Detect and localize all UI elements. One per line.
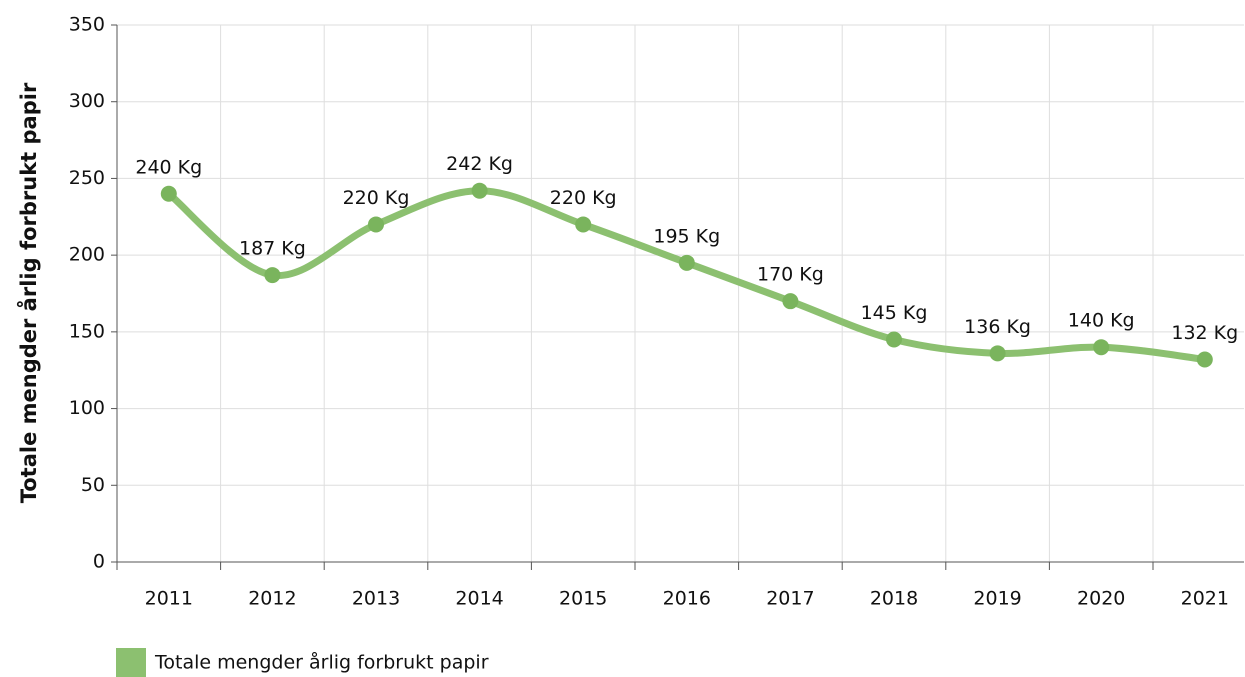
- data-label: 195 Kg: [653, 225, 720, 247]
- data-label: 136 Kg: [964, 316, 1031, 338]
- x-tick-label: 2013: [352, 588, 400, 610]
- data-label: 242 Kg: [446, 153, 513, 175]
- data-point: [782, 293, 799, 310]
- y-tick-label: 50: [81, 474, 105, 496]
- x-tick-label: 2015: [559, 588, 607, 610]
- data-point: [160, 185, 177, 202]
- data-label: 140 Kg: [1068, 310, 1135, 332]
- x-tick-label: 2017: [766, 588, 814, 610]
- y-axis-label: Totale mengder årlig forbrukt papir: [16, 82, 41, 503]
- data-point: [678, 254, 695, 271]
- data-label: 170 Kg: [757, 264, 824, 286]
- y-tick-label: 100: [69, 397, 105, 419]
- data-point: [989, 345, 1006, 362]
- y-tick-label: 150: [69, 320, 105, 342]
- data-point: [471, 182, 488, 199]
- data-point: [264, 267, 281, 284]
- legend-label: Totale mengder årlig forbrukt papir: [154, 651, 489, 674]
- x-tick-label: 2014: [455, 588, 503, 610]
- y-tick-label: 300: [69, 90, 105, 112]
- data-label: 132 Kg: [1171, 322, 1238, 344]
- data-point: [886, 331, 902, 348]
- y-tick-label: 200: [69, 244, 105, 266]
- x-tick-label: 2021: [1181, 588, 1229, 610]
- data-point: [368, 216, 384, 233]
- x-tick-label: 2016: [663, 588, 711, 610]
- data-label: 240 Kg: [135, 156, 202, 178]
- x-tick-label: 2018: [870, 588, 918, 610]
- data-label: 220 Kg: [550, 187, 617, 209]
- data-label: 145 Kg: [861, 302, 928, 324]
- data-point: [1196, 351, 1213, 368]
- data-point: [1093, 339, 1110, 356]
- x-tick-label: 2011: [145, 588, 193, 610]
- y-tick-label: 250: [69, 167, 105, 189]
- y-tick-label: 350: [69, 14, 105, 36]
- data-label: 187 Kg: [239, 238, 306, 260]
- x-tick-label: 2020: [1077, 588, 1125, 610]
- data-label: 220 Kg: [343, 187, 410, 209]
- y-tick-label: 0: [93, 551, 105, 573]
- legend-swatch: [116, 648, 146, 677]
- x-tick-label: 2012: [248, 588, 296, 610]
- data-point: [575, 216, 592, 233]
- x-tick-label: 2019: [973, 588, 1021, 610]
